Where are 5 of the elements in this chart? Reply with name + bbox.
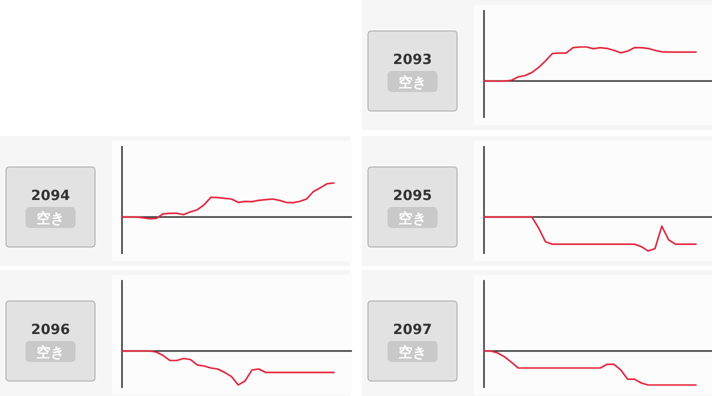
chart-title: 2097: [393, 322, 432, 338]
chart-title: 2094: [31, 188, 70, 204]
chart-title: 2095: [393, 188, 432, 204]
chart-title: 2093: [393, 52, 432, 68]
chart-title: 2096: [31, 322, 70, 338]
